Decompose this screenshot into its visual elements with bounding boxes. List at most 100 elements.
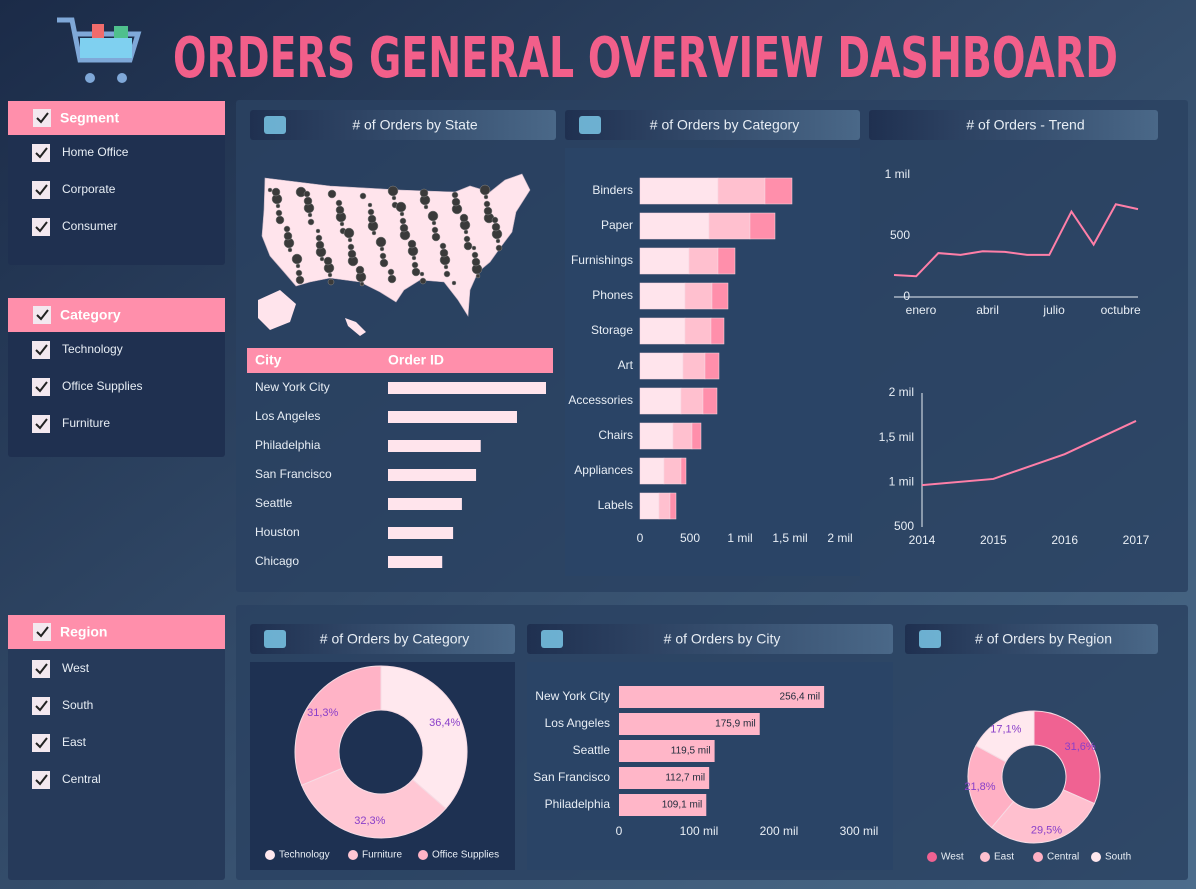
donut-slice: [300, 767, 447, 839]
category-label: Appliances: [574, 463, 633, 477]
map-dot: [411, 261, 419, 269]
slicer-checkbox[interactable]: [32, 697, 50, 715]
slicer-checkbox[interactable]: [32, 341, 50, 359]
bar-segment: [682, 352, 706, 380]
map-dot: [367, 202, 373, 208]
slicer-item[interactable]: Furniture: [62, 416, 110, 430]
slicer-header-checkbox[interactable]: [33, 306, 51, 324]
data-label: 29,5%: [1031, 824, 1062, 836]
chart-title: # of Orders by Category: [650, 117, 799, 133]
bar-segment: [680, 387, 704, 415]
us-map: [261, 173, 531, 317]
check-mark: [35, 700, 48, 712]
check-mark: [36, 112, 49, 124]
slicer-item[interactable]: West: [62, 661, 90, 675]
slicer-checkbox[interactable]: [32, 218, 50, 236]
slicer-item[interactable]: Technology: [62, 342, 123, 356]
check-mark: [35, 774, 48, 786]
bar-segment: [702, 387, 718, 415]
map-dot: [387, 274, 397, 284]
map-dot: [315, 240, 325, 250]
map-dot: [495, 244, 503, 252]
map-dot: [427, 210, 439, 222]
legend-marker: [1033, 852, 1043, 862]
data-label: 32,3%: [354, 815, 385, 827]
bar-segment: [639, 212, 710, 240]
category-label: Art: [618, 358, 634, 372]
map-dot: [379, 246, 385, 252]
bar-segment: [717, 247, 736, 275]
map-dot: [355, 265, 365, 275]
slicer-item[interactable]: Consumer: [62, 219, 117, 233]
slicer-title: Segment: [60, 110, 119, 126]
x-tick-label: 2 mil: [827, 531, 852, 545]
slicer-checkbox[interactable]: [32, 378, 50, 396]
bar-segment: [663, 457, 682, 485]
category-label: Seattle: [573, 743, 611, 757]
table-bar: [388, 440, 481, 452]
data-label: 36,4%: [429, 717, 460, 729]
data-label: 109,1 mil: [662, 800, 703, 811]
table-bar: [388, 469, 477, 481]
donut-slice: [1033, 710, 1101, 805]
map-dot: [275, 203, 281, 209]
data-label: 21,8%: [964, 781, 995, 793]
slicer-title: Category: [60, 307, 121, 323]
bar-segment: [691, 422, 702, 450]
bar-segment: [639, 247, 690, 275]
map-dot: [295, 275, 305, 285]
row-label: Houston: [255, 525, 300, 539]
chart-icon: [541, 630, 563, 648]
y-tick-label: 0: [903, 289, 910, 303]
map-dot: [267, 187, 273, 193]
bar-segment: [639, 352, 684, 380]
slicer-checkbox[interactable]: [32, 660, 50, 678]
data-label: 175,9 mil: [715, 719, 756, 730]
map-dot: [439, 242, 447, 250]
map-dot: [347, 243, 355, 251]
slicer-checkbox[interactable]: [32, 144, 50, 162]
map-dot: [327, 189, 337, 199]
category-label: Storage: [591, 323, 633, 337]
legend-marker: [348, 850, 358, 860]
slicer-header-checkbox[interactable]: [33, 109, 51, 127]
y-tick-label: 500: [890, 228, 910, 242]
map-dot: [319, 256, 325, 262]
bar-segment: [672, 422, 693, 450]
x-tick-label: enero: [906, 303, 937, 317]
slicer-item[interactable]: East: [62, 735, 87, 749]
slicer-checkbox[interactable]: [32, 734, 50, 752]
table-bar: [388, 382, 546, 394]
check-mark: [35, 418, 48, 430]
check-mark: [36, 309, 49, 321]
map-dot: [315, 234, 323, 242]
slicer-item[interactable]: Central: [62, 772, 101, 786]
map-dot: [347, 237, 353, 243]
dashboard-title: ORDERS GENERAL OVERVIEW DASHBOARD: [173, 26, 1118, 91]
map-dot: [443, 270, 451, 278]
map-dot: [443, 264, 449, 270]
row-label: San Francisco: [255, 467, 332, 481]
x-tick-label: 1 mil: [727, 531, 752, 545]
x-tick-label: 2015: [980, 533, 1007, 547]
slicer-checkbox[interactable]: [32, 415, 50, 433]
check-mark: [35, 344, 48, 356]
bar-segment: [639, 457, 665, 485]
slicer-checkbox[interactable]: [32, 771, 50, 789]
slicer-title: Region: [60, 624, 107, 640]
slicer-header-checkbox[interactable]: [33, 623, 51, 641]
slicer-item[interactable]: Home Office: [62, 145, 129, 159]
map-dot: [295, 263, 301, 269]
map-dot: [347, 249, 357, 259]
check-mark: [35, 663, 48, 675]
cart-icon: [57, 17, 142, 83]
bar-segment: [711, 282, 729, 310]
map-dot: [407, 239, 417, 249]
slicer-item[interactable]: Corporate: [62, 182, 116, 196]
map-dot: [343, 227, 355, 239]
slicer-item[interactable]: Office Supplies: [62, 379, 143, 393]
row-label: New York City: [255, 380, 330, 394]
map-dot: [471, 245, 477, 251]
slicer-checkbox[interactable]: [32, 181, 50, 199]
slicer-item[interactable]: South: [62, 698, 93, 712]
